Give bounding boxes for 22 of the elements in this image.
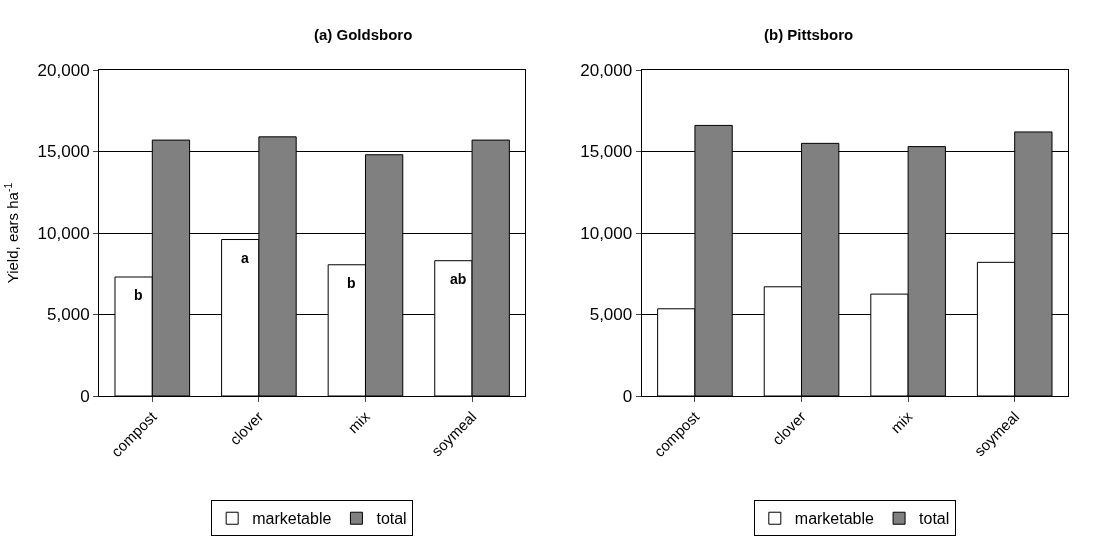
y-tick-label: 15,000 (580, 142, 633, 162)
annotation: b (347, 275, 356, 291)
x-tick-label: mix (344, 407, 374, 437)
y-tick-label: 5,000 (47, 305, 90, 325)
legend-label: total (919, 510, 950, 528)
chart-title: (b) Pittsboro (764, 26, 854, 43)
annotation: a (241, 250, 249, 266)
y-tick-label: 0 (80, 386, 90, 406)
chart-title: (a) Goldsboro (314, 26, 413, 43)
y-tick-label: 5,000 (589, 305, 633, 325)
legend-label: total (376, 510, 407, 528)
y-tick-label: 15,000 (37, 142, 90, 162)
annotation: ab (450, 271, 467, 287)
legend-label: marketable (794, 510, 875, 528)
y-tick-label: 20,000 (580, 60, 633, 80)
x-tick-label: mix (887, 407, 916, 437)
y-tick-label: 10,000 (580, 223, 633, 243)
y-tick-label: 10,000 (37, 223, 90, 243)
y-tick-label: 0 (622, 386, 633, 406)
y-tick-label: 20,000 (37, 60, 90, 80)
legend-label: marketable (252, 510, 332, 528)
annotation: b (134, 287, 143, 303)
